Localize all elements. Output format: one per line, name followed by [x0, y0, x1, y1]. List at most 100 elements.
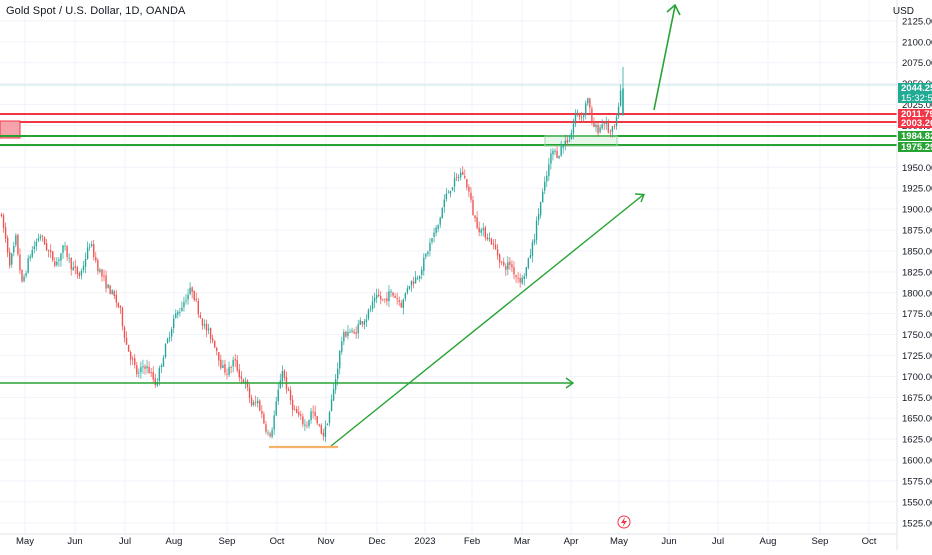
candle-body	[105, 275, 107, 289]
candle-body	[607, 122, 609, 133]
candle-body	[556, 150, 558, 158]
candle-body	[400, 302, 402, 308]
candle-body	[488, 238, 491, 240]
candle-body	[19, 254, 21, 271]
candle-body	[468, 186, 470, 192]
candle-body	[148, 366, 150, 374]
candle-body	[316, 416, 318, 424]
price-tag-label: 1984.826	[901, 131, 932, 142]
candle-body	[591, 108, 593, 122]
candle-body	[6, 237, 9, 253]
time-tick-label: 2023	[414, 536, 435, 547]
candle-body	[121, 307, 124, 327]
candle-body	[201, 318, 204, 326]
candle-body	[146, 366, 148, 369]
candle-body	[494, 244, 497, 250]
drawings-layer-front	[0, 3, 681, 529]
candle-body	[375, 294, 378, 299]
candle-body	[277, 389, 279, 402]
candle-body	[181, 307, 183, 312]
candle-body	[230, 367, 232, 368]
candle-body	[275, 401, 277, 416]
candle-body	[505, 266, 507, 270]
candle-body	[513, 267, 515, 275]
price-tag-label: 2011.798	[901, 109, 932, 120]
candle-body	[211, 338, 214, 341]
candle-body	[214, 340, 216, 348]
candle-body	[50, 250, 52, 252]
candle-body	[605, 122, 607, 124]
candle-body	[533, 239, 536, 243]
candle-body	[154, 378, 156, 386]
candle-body	[613, 126, 616, 127]
horizontal-arrow-head	[565, 377, 575, 389]
price-tag-label: 2044.250	[901, 83, 932, 94]
time-axis: May Jun Jul Aug Sep Oct Nov Dec 2023 Feb Mar Apr May…	[0, 533, 897, 547]
candle-body	[392, 292, 394, 296]
price-tick-label: 1800.000	[902, 288, 932, 299]
candle-body	[203, 324, 206, 326]
candle-body	[603, 123, 605, 125]
candle-body	[416, 277, 419, 279]
candle-body	[91, 244, 93, 247]
candle-body	[88, 246, 91, 248]
candle-body	[619, 90, 622, 106]
candle-body	[595, 124, 597, 128]
consolidation-box	[544, 135, 618, 147]
candle-body	[521, 277, 523, 284]
price-tick-label: 1625.000	[902, 435, 932, 446]
candle-body	[152, 372, 154, 380]
candle-body	[129, 351, 132, 360]
symbol-title[interactable]: Gold Spot / U.S. Dollar, 1D, OANDA	[6, 5, 186, 17]
candle-body	[455, 176, 458, 178]
time-tick-label: Sep	[219, 536, 236, 547]
candle-body	[9, 252, 11, 266]
candle-body	[205, 323, 208, 331]
time-tick-label: Feb	[464, 536, 480, 547]
candle-body	[560, 146, 562, 156]
candle-body	[410, 280, 413, 286]
time-tick-label: Oct	[270, 536, 285, 547]
candle-body	[15, 235, 17, 245]
price-tick-label: 1850.000	[902, 246, 932, 257]
candle-body	[216, 347, 218, 352]
candle-body	[125, 337, 128, 345]
candle-body	[334, 379, 337, 390]
candle-body	[97, 260, 99, 272]
candle-body	[160, 365, 163, 368]
candle-body	[304, 424, 306, 426]
candle-body	[396, 298, 398, 300]
price-tick-label: 1725.000	[902, 351, 932, 362]
candle-body	[136, 365, 138, 374]
candle-body	[47, 250, 50, 252]
time-tick-label: May	[610, 536, 628, 547]
candle-body	[544, 181, 546, 191]
candle-body	[439, 217, 441, 225]
candle-body	[103, 275, 105, 277]
candle-body	[33, 246, 35, 250]
candle-body	[261, 411, 263, 414]
candle-body	[78, 272, 81, 277]
candle-body	[453, 177, 456, 187]
candle-body	[404, 293, 407, 299]
price-tick-label: 1750.000	[902, 330, 932, 341]
price-tick-label: 1575.000	[902, 476, 932, 487]
candles-layer	[0, 66, 624, 443]
candle-body	[166, 338, 169, 344]
price-tag-current	[898, 83, 932, 103]
candle-body	[238, 369, 240, 378]
candle-body	[291, 399, 294, 410]
candle-body	[566, 140, 568, 143]
candle-body	[554, 150, 556, 152]
price-tick-label: 1950.000	[902, 163, 932, 174]
candle-body	[320, 425, 322, 434]
candle-body	[587, 98, 589, 104]
candle-body	[312, 411, 314, 413]
candle-body	[58, 259, 60, 261]
candle-body	[138, 372, 140, 374]
time-tick-label: Oct	[862, 536, 877, 547]
candle-body	[195, 298, 197, 301]
time-tick-label: Aug	[760, 536, 777, 547]
